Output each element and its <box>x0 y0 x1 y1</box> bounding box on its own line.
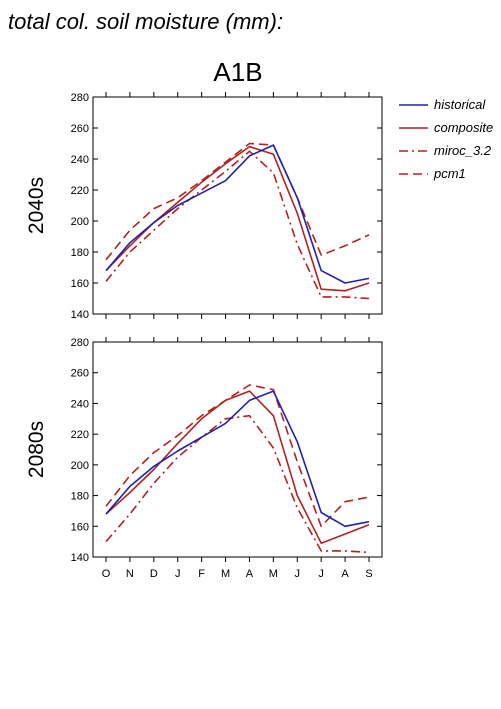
y-tick-label: 200 <box>71 216 89 228</box>
row-label: 2040s <box>25 177 48 234</box>
y-tick-label: 280 <box>71 92 89 104</box>
y-tick-label: 180 <box>71 491 89 503</box>
panels: 140 160 180 200 220 240 260 280 2040s 140 160 180 20… <box>25 92 383 580</box>
y-tick-label: 160 <box>71 521 89 533</box>
y-tick-label: 160 <box>71 278 89 290</box>
scenario-title: A1B <box>213 57 262 87</box>
x-tick-label: J <box>318 568 324 580</box>
figure-title: total col. soil moisture (mm): <box>8 9 283 34</box>
series-line-pcm1 <box>105 384 370 528</box>
plot-frame <box>92 96 383 315</box>
x-tick-label: D <box>150 568 158 580</box>
x-tick-label: M <box>221 568 230 580</box>
x-tick-label: J <box>175 568 181 580</box>
y-tick-label: 220 <box>71 185 89 197</box>
legend-label: pcm1 <box>433 166 466 181</box>
legend: historical composite miroc_3.2 pcm1 <box>399 97 493 181</box>
series-line-pcm1 <box>105 142 370 261</box>
x-tick-label: M <box>269 568 278 580</box>
x-tick-label: F <box>198 568 205 580</box>
legend-label: composite <box>434 120 493 135</box>
y-tick-label: 200 <box>71 460 89 472</box>
legend-item: miroc_3.2 <box>399 143 492 158</box>
y-tick-label: 260 <box>71 123 89 135</box>
series-line-miroc-3-2 <box>105 150 370 300</box>
y-tick-label: 140 <box>71 309 89 321</box>
legend-label: historical <box>434 97 486 112</box>
y-tick-label: 260 <box>71 368 89 380</box>
x-tick-label: A <box>246 568 254 580</box>
series-line-miroc-3-2 <box>105 414 370 554</box>
series-line-historical <box>105 144 370 284</box>
legend-item: historical <box>399 97 486 112</box>
x-tick-label: J <box>295 568 301 580</box>
x-tick-label: O <box>102 568 111 580</box>
chart-panel-2080s: 140 160 180 200 220 240 260 280 O N D J F M A M J J A S 2080… <box>25 337 383 580</box>
y-tick-label: 140 <box>71 552 89 564</box>
y-tick-label: 220 <box>71 429 89 441</box>
y-tick-label: 180 <box>71 247 89 259</box>
legend-item: pcm1 <box>399 166 466 181</box>
plot-frame <box>92 341 383 558</box>
y-tick-label: 280 <box>71 337 89 349</box>
series-line-historical <box>105 390 370 528</box>
x-tick-label: A <box>341 568 349 580</box>
x-tick-label: S <box>365 568 372 580</box>
y-tick-label: 240 <box>71 398 89 410</box>
series-line-composite <box>105 390 370 545</box>
x-tick-label: N <box>126 568 134 580</box>
y-tick-label: 240 <box>71 154 89 166</box>
chart-panel-2040s: 140 160 180 200 220 240 260 280 2040s <box>25 92 383 321</box>
legend-label: miroc_3.2 <box>434 143 492 158</box>
legend-item: composite <box>399 120 493 135</box>
row-label: 2080s <box>25 421 48 478</box>
